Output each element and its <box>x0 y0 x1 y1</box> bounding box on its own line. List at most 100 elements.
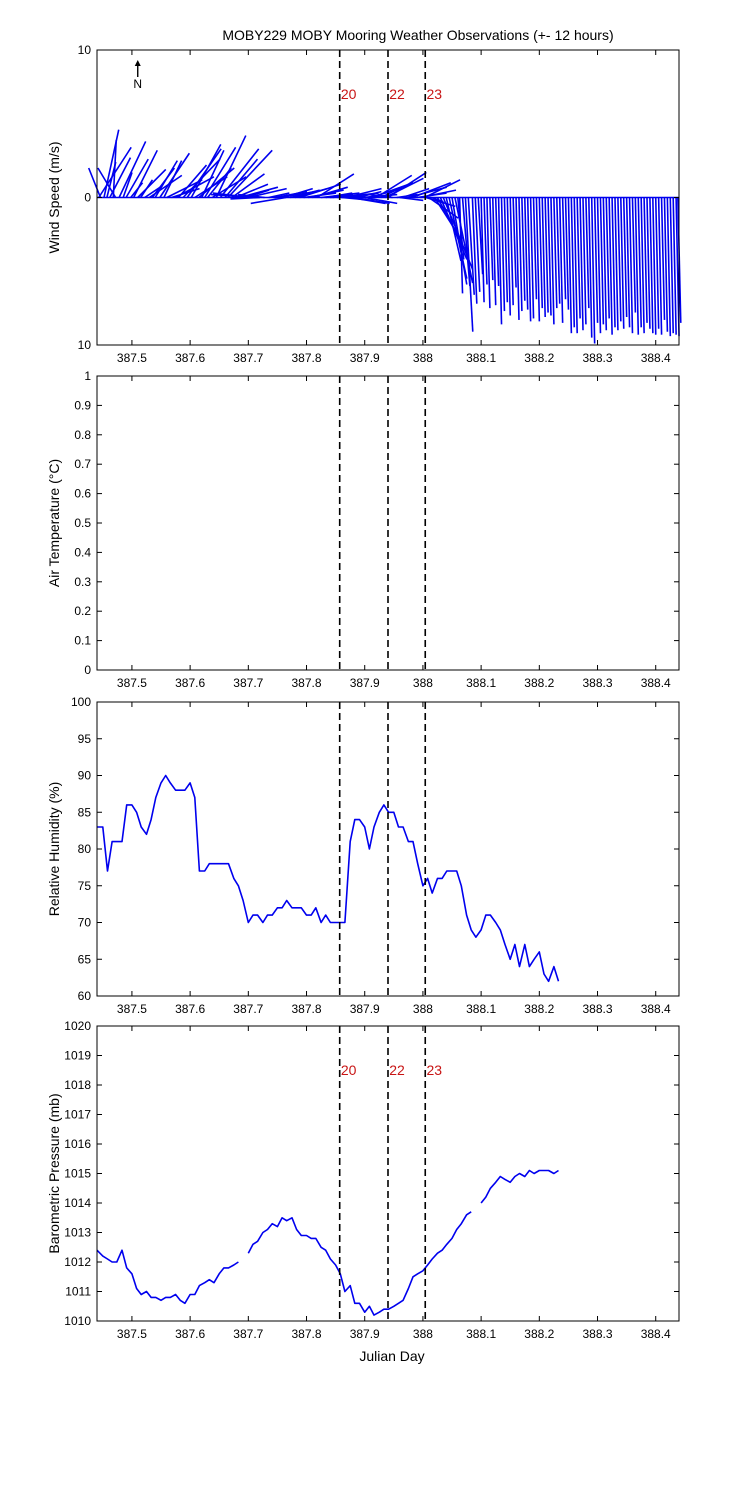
wind-vector-119 <box>523 197 529 310</box>
wind-vector-113 <box>506 197 512 316</box>
wind-vector-130 <box>555 197 561 304</box>
wind-vector-138 <box>579 197 584 331</box>
wind-vector-84 <box>424 179 461 199</box>
wind-vector-141 <box>587 197 593 338</box>
wind-vector-153 <box>622 197 628 317</box>
wind-vector-118 <box>521 197 526 301</box>
wind-vector-160 <box>643 197 648 323</box>
series-line-0 <box>96 1249 239 1305</box>
wind-vector-99 <box>464 197 474 332</box>
wind-vector-6 <box>97 167 117 198</box>
x-tick-label: 387.5 <box>117 676 147 690</box>
y-tick-label: 65 <box>78 952 92 966</box>
y-tick-label: 75 <box>78 879 92 893</box>
series-line-1 <box>247 1211 472 1316</box>
wind-vector-5 <box>112 139 118 198</box>
x-tick-label: 387.8 <box>292 1002 322 1016</box>
wind-vector-64 <box>345 187 382 199</box>
wind-vector-107 <box>489 197 494 281</box>
panel-2: 60 65 70 75 80 85 90 95 100 387.5 387.6 387.7 387.8 3… <box>46 695 680 1016</box>
x-tick-label: 388.3 <box>583 1327 613 1341</box>
wind-vector-133 <box>564 197 570 310</box>
wind-vector-69 <box>364 196 398 205</box>
wind-vector-122 <box>532 197 538 300</box>
wind-vector-129 <box>553 197 558 309</box>
x-tick-label: 388.1 <box>466 676 496 690</box>
panel-1: 0 0.1 0.2 0.3 0.4 0.5 0.6 0.7 0.8 0.9 1 387.5 387.6 3… <box>46 369 680 690</box>
event-label-2: 23 <box>426 86 442 102</box>
wind-vector-9 <box>125 158 149 198</box>
wind-vector-151 <box>617 197 622 322</box>
event-label-1: 22 <box>389 86 405 102</box>
x-tick-label: 387.9 <box>350 1327 380 1341</box>
x-tick-label: 387.7 <box>233 1327 263 1341</box>
wind-vector-2 <box>103 129 120 198</box>
y-tick-label: 0.1 <box>74 634 91 648</box>
wind-vector-139 <box>582 197 587 325</box>
y-tick-label: 1010 <box>64 1314 91 1328</box>
y-axis-label: Barometric Pressure (mb) <box>46 1093 62 1253</box>
wind-vector-143 <box>593 197 599 323</box>
wind-vector-127 <box>547 197 552 316</box>
y-tick-label: 1020 <box>64 1019 91 1033</box>
wind-vector-163 <box>652 197 657 335</box>
wind-vector-117 <box>518 197 523 312</box>
wind-vector-110 <box>497 197 503 325</box>
x-tick-label: 387.7 <box>233 351 263 365</box>
wind-vector-104 <box>480 197 485 303</box>
wind-vector-168 <box>666 197 672 337</box>
wind-vector-167 <box>663 197 669 332</box>
y-tick-label: 1013 <box>64 1226 91 1240</box>
wind-vector-114 <box>509 197 514 306</box>
wind-vector-66 <box>354 196 390 205</box>
wind-vector-75 <box>387 171 427 199</box>
x-tick-label: 388.2 <box>524 676 554 690</box>
y-tick-label: 70 <box>78 916 92 930</box>
x-tick-label: 387.5 <box>117 1002 147 1016</box>
x-tick-label: 388.3 <box>583 351 613 365</box>
wind-vector-103 <box>477 197 484 275</box>
y-tick-label: 1019 <box>64 1049 91 1063</box>
y-tick-label: 0.6 <box>74 487 91 501</box>
wind-vector-29 <box>201 149 225 198</box>
north-arrow-icon <box>134 60 141 66</box>
wind-vector-79 <box>402 187 430 199</box>
wind-vector-106 <box>486 197 491 309</box>
wind-vector-131 <box>558 197 564 323</box>
wind-vector-146 <box>602 197 608 331</box>
wind-vector-35 <box>224 158 259 199</box>
wind-vector-13 <box>139 179 154 198</box>
event-label-1: 22 <box>389 1062 405 1078</box>
x-tick-label: 388.4 <box>641 351 671 365</box>
x-axis-label: Julian Day <box>359 1348 424 1364</box>
wind-vector-149 <box>611 197 616 328</box>
wind-vector-72 <box>375 174 413 199</box>
y-tick-label: 0.9 <box>74 398 91 412</box>
wind-vector-102 <box>474 197 481 292</box>
x-tick-label: 387.9 <box>350 351 380 365</box>
event-label-0: 20 <box>341 86 357 102</box>
y-tick-label: 10 <box>78 338 92 352</box>
wind-vector-124 <box>538 197 544 309</box>
wind-vector-30 <box>203 146 237 198</box>
x-tick-label: 387.7 <box>233 1002 263 1016</box>
wind-vector-116 <box>515 197 520 320</box>
wind-vector-159 <box>640 197 645 334</box>
x-tick-label: 388.3 <box>583 676 613 690</box>
wind-vector-155 <box>628 197 634 334</box>
x-tick-label: 387.5 <box>117 1327 147 1341</box>
wind-vector-121 <box>529 197 535 319</box>
wind-vector-137 <box>576 197 581 319</box>
wind-vector-136 <box>573 197 578 334</box>
wind-vector-158 <box>637 197 643 328</box>
x-tick-label: 388.2 <box>524 351 554 365</box>
x-tick-label: 387.9 <box>350 676 380 690</box>
panel-0: N 20 22 23 10 0 10 387.5 387.6 387.7 387.8 387.9 388… <box>46 43 682 365</box>
y-tick-label: 0.7 <box>74 457 91 471</box>
y-tick-label: 10 <box>78 43 92 57</box>
wind-vector-148 <box>608 197 613 335</box>
wind-vector-81 <box>412 182 452 199</box>
wind-vector-7 <box>118 141 147 198</box>
